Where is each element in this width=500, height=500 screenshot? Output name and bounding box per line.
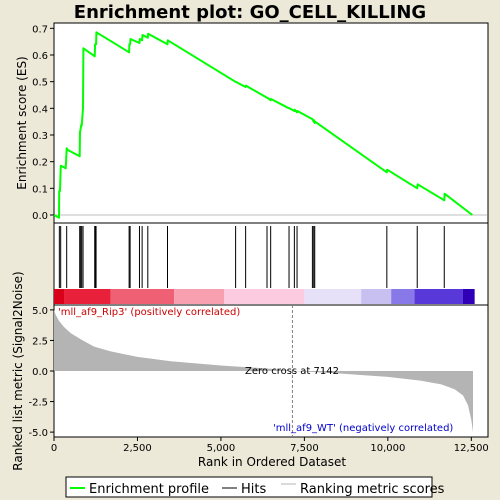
color-bar-segment	[174, 289, 225, 304]
color-bar-segment	[54, 289, 65, 304]
color-bar-segment	[110, 289, 175, 304]
es-ytick-label: 0.6	[32, 51, 48, 62]
metric-ytick-label: -5.0	[28, 428, 48, 439]
legend-enrichment-label: Enrichment profile	[89, 482, 209, 497]
es-ylabel: Enrichment score (ES)	[15, 56, 29, 189]
es-ytick-label: 0.2	[32, 158, 48, 169]
es-ytick-label: 0.7	[32, 24, 48, 35]
legend-box	[65, 476, 433, 498]
metric-ytick-label: 2.5	[32, 336, 48, 347]
color-bar-segment	[64, 289, 111, 304]
es-ytick-label: 0.0	[32, 211, 48, 222]
metric-ytick-label: 5.0	[32, 306, 48, 317]
color-bar-segment	[304, 289, 362, 304]
metric-ylabel: Ranked list metric (Signal2Noise)	[11, 271, 25, 470]
color-bar-segment	[391, 289, 415, 304]
metric-xtick-label: 5,000	[207, 443, 236, 454]
es-ytick-label: 0.3	[32, 131, 48, 142]
metric-xlabel: Rank in Ordered Dataset	[198, 455, 346, 469]
color-bar-segment	[414, 289, 463, 304]
annotation-negative: 'mll_af9_WT' (negatively correlated)	[273, 423, 453, 434]
es-ytick-label: 0.5	[32, 78, 48, 89]
es-ytick-label: 0.4	[32, 104, 48, 115]
es-panel	[53, 22, 489, 224]
color-bar-segment	[462, 289, 475, 304]
legend-hits-label: Hits	[241, 482, 266, 497]
metric-xtick-label: 0	[51, 443, 57, 454]
metric-xtick-label: 10,000	[370, 443, 405, 454]
es-ytick-label: 0.1	[32, 184, 48, 195]
ranking-metric-area	[54, 309, 473, 433]
color-bar-segment	[361, 289, 392, 304]
metric-ytick-label: 0.0	[32, 367, 48, 378]
legend-ranking-label: Ranking metric scores	[300, 482, 445, 497]
metric-xtick-label: 2,500	[123, 443, 152, 454]
annotation-positive: 'mll_af9_Rip3' (positively correlated)	[58, 307, 240, 318]
metric-xtick-label: 12,500	[454, 443, 489, 454]
annotation-zero-cross: Zero cross at 7142	[245, 366, 339, 377]
color-bar-segment	[224, 289, 305, 304]
chart-title: Enrichment plot: GO_CELL_KILLING	[74, 2, 426, 23]
enrichment-profile-line	[53, 31, 473, 219]
metric-xtick-label: 7,500	[290, 443, 319, 454]
metric-ytick-label: -2.5	[28, 398, 48, 409]
